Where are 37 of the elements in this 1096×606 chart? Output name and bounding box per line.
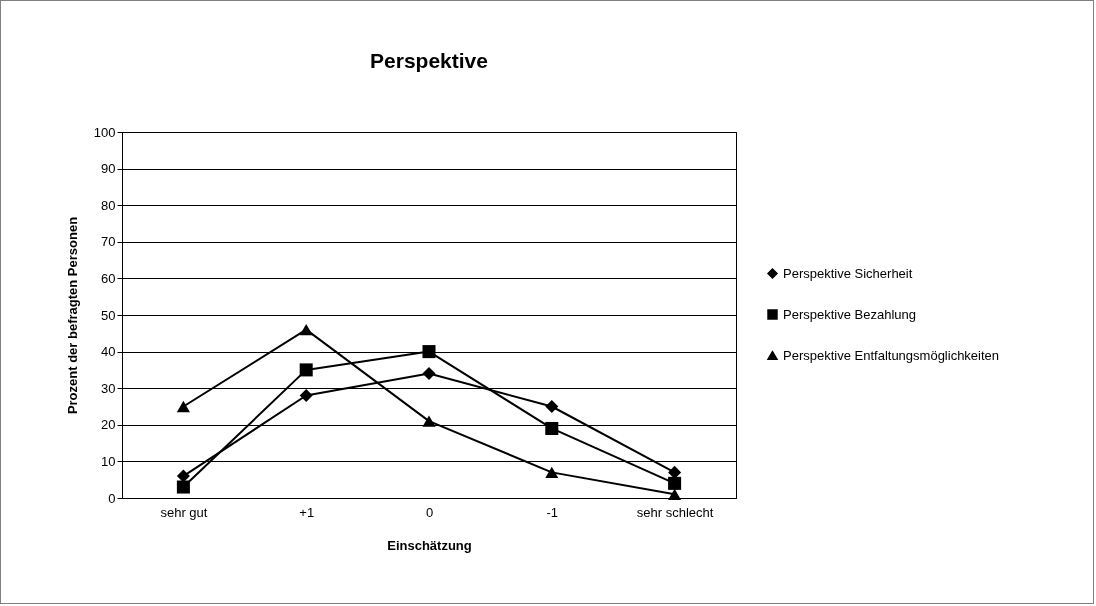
y-tick-label: 100 (93, 124, 116, 140)
legend-label: Perspektive Sicherheit (783, 265, 913, 281)
y-tick-label: 10 (101, 453, 116, 469)
point (668, 465, 682, 479)
x-tick-label: 0 (425, 504, 434, 520)
x-tick-label: sehr schlecht (636, 504, 714, 520)
y-tick-label: 0 (108, 490, 116, 506)
x-tick-label: sehr gut (160, 504, 208, 520)
point (545, 399, 559, 414)
y-axis-title: Prozent der befragten Personen (64, 216, 80, 415)
point (299, 389, 313, 403)
point (299, 323, 313, 336)
y-tick-label: 70 (101, 234, 116, 250)
legend-label: Perspektive Entfaltungsmöglichkeiten (783, 347, 1000, 363)
point (668, 476, 682, 490)
y-tick-label: 90 (101, 161, 116, 177)
legend-label: Perspektive Bezahlung (783, 306, 916, 322)
x-axis-title: Einschätzung (387, 537, 472, 553)
point (176, 480, 190, 494)
point (422, 415, 436, 427)
point (422, 345, 436, 359)
point (545, 466, 559, 479)
y-tick-label: 40 (101, 344, 116, 360)
point (668, 488, 682, 500)
point (176, 400, 190, 413)
x-tick-label: -1 (546, 504, 559, 520)
y-tick-label: 50 (101, 307, 116, 323)
x-tick-label: +1 (299, 504, 315, 520)
point (299, 363, 313, 377)
y-tick-label: 60 (101, 270, 116, 286)
y-tick-label: 80 (101, 197, 116, 213)
y-tick-label: 20 (101, 417, 116, 433)
chart-title: Perspektive (370, 49, 488, 72)
point (422, 367, 436, 381)
point (545, 421, 559, 435)
point (176, 469, 190, 483)
y-tick-label: 30 (101, 380, 116, 396)
